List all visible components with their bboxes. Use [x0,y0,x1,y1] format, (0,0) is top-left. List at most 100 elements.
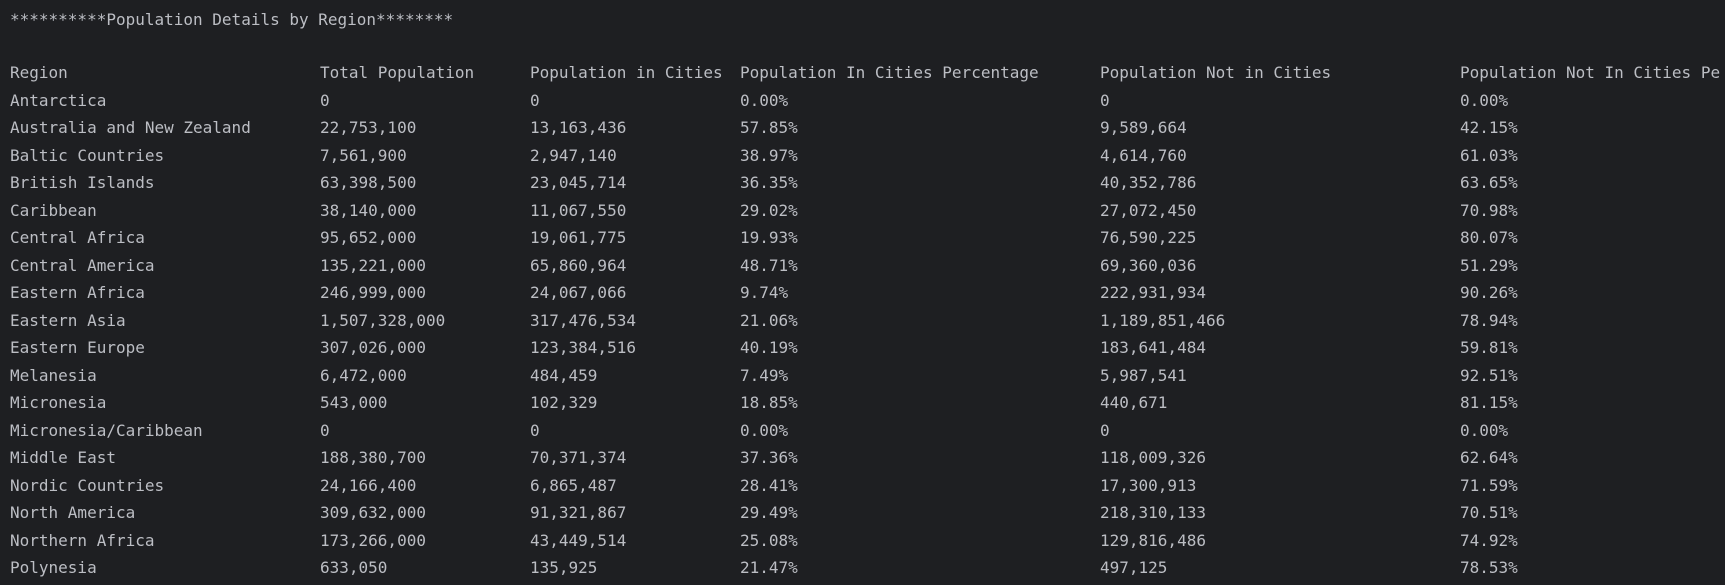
cell-population-in-cities-percentage: 29.49% [740,503,798,522]
cell-region: Nordic Countries [10,475,165,495]
cell-population-not-in-cities-percentage: 61.03% [1460,145,1518,165]
cell-population-not-in-cities: 4,614,760 [1100,145,1187,165]
table-row: Middle East 188,380,700 70,371,374 37.36… [10,444,1725,472]
cell-population-not-in-cities-percentage: 78.53% [1460,558,1518,577]
cell-region: Central America [10,255,155,275]
cell-population-not-in-cities: 40,352,786 [1100,173,1197,192]
table-row: Polynesia 633,050 135,925 21.47% 497,125… [10,554,1725,582]
table-row: Melanesia 6,472,000 484,459 7.49% 5,987,… [10,362,1725,390]
cell-region: Melanesia [10,365,97,385]
cell-population-not-in-cities-percentage: 51.29% [1460,255,1518,275]
table-row: Caribbean 38,140,000 11,067,550 29.02% 2… [10,197,1725,225]
cell-population-not-in-cities: 1,189,851,466 [1100,310,1226,330]
cell-population-in-cities-percentage: 28.41% [740,475,798,495]
cell-total-population: 135,221,000 [320,255,426,275]
cell-region: Polynesia [10,558,97,577]
cell-population-in-cities-percentage: 57.85% [740,118,798,137]
table-row: Eastern Europe 307,026,000 123,384,516 4… [10,334,1725,362]
table-row: North America 309,632,000 91,321,867 29.… [10,499,1725,527]
cell-region: Eastern Asia [10,310,126,330]
cell-region: Middle East [10,448,116,467]
cell-population-not-in-cities: 0 [1100,420,1110,440]
cell-population-in-cities-percentage: 29.02% [740,200,798,220]
cell-population-in-cities: 11,067,550 [530,200,627,220]
table-row: Antarctica 0 0 0.00% 0 0.00% [10,87,1725,115]
cell-population-not-in-cities-percentage: 0.00% [1460,420,1509,440]
cell-total-population: 633,050 [320,558,388,577]
cell-population-in-cities-percentage: 25.08% [740,530,798,550]
table-header-row: Region Total Population Population in Ci… [10,59,1725,87]
header-population-not-in-cities-percentage: Population Not In Cities Pe [1460,63,1721,82]
cell-population-in-cities-percentage: 9.74% [740,283,789,302]
table-row: Eastern Africa 246,999,000 24,067,066 9.… [10,279,1725,307]
cell-region: Eastern Europe [10,338,145,357]
cell-region: Micronesia [10,393,107,412]
cell-population-in-cities: 91,321,867 [530,503,627,522]
cell-region: Eastern Africa [10,283,145,302]
cell-population-not-in-cities-percentage: 78.94% [1460,310,1518,330]
cell-population-in-cities: 70,371,374 [530,448,627,467]
cell-population-in-cities-percentage: 21.47% [740,558,798,577]
cell-population-not-in-cities-percentage: 42.15% [1460,118,1518,137]
cell-population-not-in-cities-percentage: 62.64% [1460,448,1518,467]
cell-region: Central Africa [10,228,145,247]
cell-population-in-cities: 2,947,140 [530,145,617,165]
cell-total-population: 0 [320,90,330,110]
cell-population-in-cities-percentage: 38.97% [740,145,798,165]
table-row: Northern Africa 173,266,000 43,449,514 2… [10,527,1725,555]
cell-population-in-cities: 19,061,775 [530,228,627,247]
cell-population-not-in-cities-percentage: 59.81% [1460,338,1518,357]
table-row: Eastern Asia 1,507,328,000 317,476,534 2… [10,307,1725,335]
table-row: Australia and New Zealand 22,753,100 13,… [10,114,1725,142]
cell-population-in-cities-percentage: 18.85% [740,393,798,412]
header-population-in-cities-percentage: Population In Cities Percentage [740,63,1039,82]
cell-total-population: 22,753,100 [320,118,417,137]
cell-population-in-cities-percentage: 21.06% [740,310,798,330]
cell-population-in-cities: 23,045,714 [530,173,627,192]
cell-total-population: 7,561,900 [320,145,407,165]
cell-population-not-in-cities: 497,125 [1100,558,1168,577]
cell-population-in-cities: 484,459 [530,365,598,385]
table-row: British Islands 63,398,500 23,045,714 36… [10,169,1725,197]
cell-total-population: 95,652,000 [320,228,417,247]
cell-region: Antarctica [10,90,107,110]
cell-region: Northern Africa [10,530,155,550]
cell-population-not-in-cities-percentage: 90.26% [1460,283,1518,302]
cell-population-in-cities-percentage: 36.35% [740,173,798,192]
cell-total-population: 246,999,000 [320,283,426,302]
cell-total-population: 6,472,000 [320,365,407,385]
cell-total-population: 188,380,700 [320,448,426,467]
cell-population-not-in-cities-percentage: 70.98% [1460,200,1518,220]
header-region: Region [10,63,68,82]
cell-population-in-cities-percentage: 37.36% [740,448,798,467]
cell-total-population: 1,507,328,000 [320,310,446,330]
cell-region: British Islands [10,173,155,192]
cell-population-in-cities-percentage: 40.19% [740,338,798,357]
cell-population-not-in-cities-percentage: 92.51% [1460,365,1518,385]
cell-population-in-cities-percentage: 48.71% [740,255,798,275]
cell-population-not-in-cities-percentage: 70.51% [1460,503,1518,522]
cell-region: North America [10,503,136,522]
cell-population-not-in-cities: 17,300,913 [1100,475,1197,495]
header-population-not-in-cities: Population Not in Cities [1100,63,1332,82]
cell-population-not-in-cities-percentage: 0.00% [1460,90,1509,110]
cell-region: Baltic Countries [10,145,165,165]
cell-population-in-cities: 24,067,066 [530,283,627,302]
cell-population-in-cities: 65,860,964 [530,255,627,275]
cell-population-in-cities-percentage: 7.49% [740,365,789,385]
cell-total-population: 38,140,000 [320,200,417,220]
cell-population-not-in-cities-percentage: 71.59% [1460,475,1518,495]
cell-population-in-cities: 0 [530,90,540,110]
cell-population-not-in-cities: 27,072,450 [1100,200,1197,220]
table-row: Baltic Countries 7,561,900 2,947,140 38.… [10,142,1725,170]
cell-population-in-cities: 6,865,487 [530,475,617,495]
cell-total-population: 309,632,000 [320,503,426,522]
cell-population-in-cities: 13,163,436 [530,118,627,137]
table-row: Central Africa 95,652,000 19,061,775 19.… [10,224,1725,252]
header-total-population: Total Population [320,63,475,82]
cell-population-not-in-cities-percentage: 81.15% [1460,393,1518,412]
cell-population-not-in-cities-percentage: 80.07% [1460,228,1518,247]
console-output[interactable]: **********Population Details by Region**… [10,0,1725,585]
cell-population-in-cities: 102,329 [530,393,598,412]
cell-population-in-cities: 317,476,534 [530,310,636,330]
